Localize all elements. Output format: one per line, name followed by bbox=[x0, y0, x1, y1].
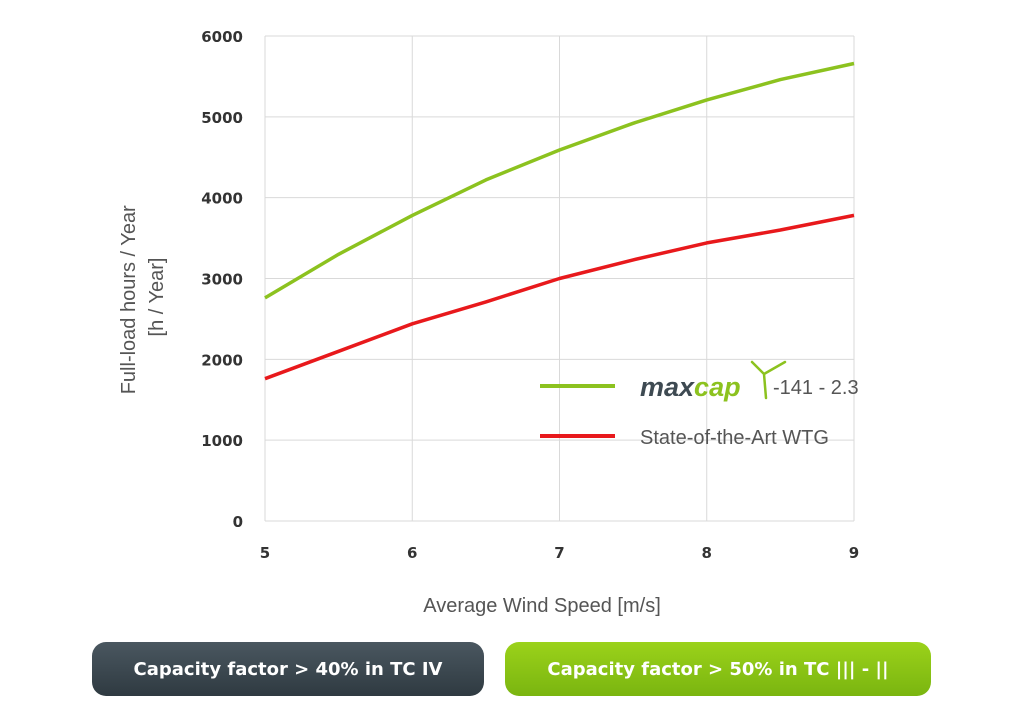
capacity-factor-badge-tc-iv-label: Capacity factor > 40% in TC IV bbox=[133, 658, 443, 680]
x-tick-label: 8 bbox=[702, 544, 712, 562]
y-tick-label: 3000 bbox=[201, 271, 243, 289]
series-line-maxcap bbox=[264, 61, 855, 300]
gridlines bbox=[264, 35, 855, 522]
capacity-factor-badge-tc-iv: Capacity factor > 40% in TC IV bbox=[92, 642, 484, 696]
series-lines bbox=[264, 61, 855, 381]
svg-text:maxcap: maxcap bbox=[640, 372, 741, 402]
y-tick-labels: 0 1000 2000 3000 4000 5000 6000 bbox=[201, 28, 243, 531]
legend-label-state-of-the-art: State-of-the-Art WTG bbox=[640, 427, 829, 449]
y-tick-label: 4000 bbox=[201, 190, 243, 208]
chart: 0 1000 2000 3000 4000 5000 6000 5 6 7 8 9 Average … bbox=[118, 28, 859, 617]
maxcap-logo-cap: cap bbox=[694, 372, 741, 402]
x-tick-labels: 5 6 7 8 9 bbox=[260, 544, 859, 562]
y-tick-label: 1000 bbox=[201, 432, 243, 450]
legend: maxcap -141 - 2.3 State-of-the-Art WTG bbox=[540, 360, 859, 449]
y-axis-title-line-1: Full-load hours / Year bbox=[118, 205, 140, 394]
y-axis-title-line-2: [h / Year] bbox=[146, 258, 168, 337]
y-tick-label: 5000 bbox=[201, 109, 243, 127]
x-tick-label: 9 bbox=[849, 544, 859, 562]
y-tick-label: 0 bbox=[233, 513, 243, 531]
x-tick-label: 6 bbox=[407, 544, 417, 562]
capacity-factor-badge-tc-iii-ii: Capacity factor > 50% in TC ||| - || bbox=[505, 642, 931, 696]
maxcap-logo-max: max bbox=[640, 372, 695, 402]
capacity-factor-badge-tc-iii-ii-label: Capacity factor > 50% in TC ||| - || bbox=[547, 658, 889, 680]
y-axis-title: Full-load hours / Year [h / Year] bbox=[118, 200, 168, 395]
x-tick-label: 7 bbox=[554, 544, 564, 562]
y-tick-label: 2000 bbox=[201, 351, 243, 369]
legend-label-maxcap: -141 - 2.3 bbox=[773, 377, 859, 399]
x-axis-title: Average Wind Speed [m/s] bbox=[423, 595, 661, 617]
y-tick-label: 6000 bbox=[201, 28, 243, 46]
x-tick-label: 5 bbox=[260, 544, 270, 562]
maxcap-logo: maxcap bbox=[640, 360, 787, 402]
turbine-icon bbox=[750, 360, 787, 400]
series-line-state-of-the-art bbox=[264, 213, 855, 381]
